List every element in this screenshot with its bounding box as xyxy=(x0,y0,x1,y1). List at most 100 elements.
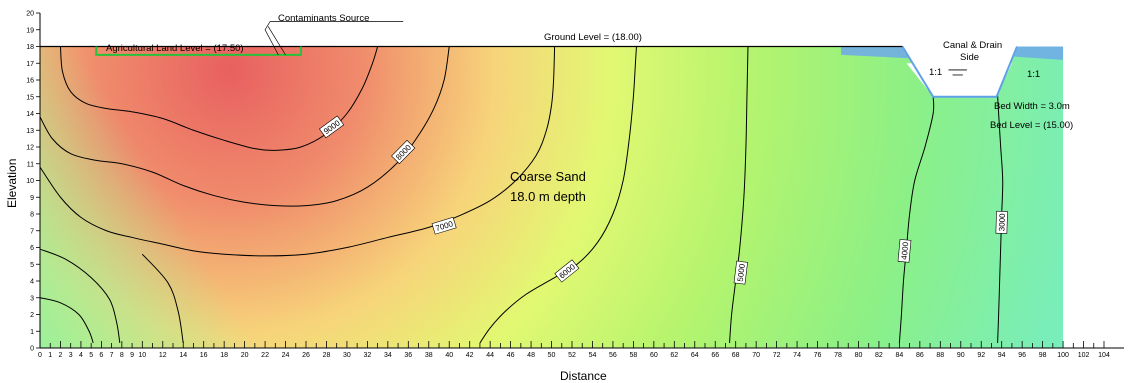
x-tick-label-58: 58 xyxy=(629,352,637,359)
x-tick-label-56: 56 xyxy=(609,352,617,359)
contour-label-text-3000: 3000 xyxy=(997,213,1007,232)
contour-label-7000: 7000 xyxy=(431,216,457,235)
x-tick-label-5: 5 xyxy=(89,352,93,359)
contour-line-7000-7 xyxy=(39,248,121,344)
x-tick-label-90: 90 xyxy=(957,352,965,359)
contour-label-3000: 3000 xyxy=(995,210,1008,234)
x-tick-label-96: 96 xyxy=(1018,352,1026,359)
x-tick-label-98: 98 xyxy=(1039,352,1047,359)
soil-heatmap-shade xyxy=(40,46,1064,348)
slope-right-label: 1:1 xyxy=(1027,69,1040,80)
canal-cross-section xyxy=(40,21,1064,98)
x-axis-title: Distance xyxy=(560,369,607,383)
x-tick-label-6: 6 xyxy=(99,352,103,359)
x-tick-label-60: 60 xyxy=(650,352,658,359)
y-tick-label-19: 19 xyxy=(26,27,34,34)
contour-line-4000-5 xyxy=(898,96,935,344)
y-tick-label-1: 1 xyxy=(30,329,34,336)
x-tick-label-54: 54 xyxy=(589,352,597,359)
ground-level-label: Ground Level = (18.00) xyxy=(544,32,642,43)
x-tick-label-88: 88 xyxy=(936,352,944,359)
contour-label-text-5000: 5000 xyxy=(736,263,747,282)
x-tick-label-74: 74 xyxy=(793,352,801,359)
x-tick-label-92: 92 xyxy=(977,352,985,359)
x-tick-label-4: 4 xyxy=(79,352,83,359)
soil-depth-label: 18.0 m depth xyxy=(510,189,586,204)
x-tick-label-26: 26 xyxy=(302,352,310,359)
x-tick-label-42: 42 xyxy=(466,352,474,359)
x-tick-label-1: 1 xyxy=(48,352,52,359)
source-leader-2 xyxy=(267,26,286,56)
x-tick-label-64: 64 xyxy=(691,352,699,359)
y-tick-label-6: 6 xyxy=(30,245,34,252)
x-tick-label-20: 20 xyxy=(241,352,249,359)
x-tick-label-62: 62 xyxy=(670,352,678,359)
agricultural-level-label: Agricultural Land Level = (17.50) xyxy=(106,43,244,54)
y-tick-label-20: 20 xyxy=(26,11,34,18)
bed-width-label: Bed Width = 3.0m xyxy=(994,101,1070,112)
x-tick-label-80: 80 xyxy=(855,352,863,359)
x-tick-label-66: 66 xyxy=(711,352,719,359)
water-surface-right xyxy=(1013,46,1064,60)
x-tick-label-68: 68 xyxy=(732,352,740,359)
x-tick-label-34: 34 xyxy=(384,352,392,359)
y-tick-label-3: 3 xyxy=(30,295,34,302)
water-surface-left xyxy=(841,46,909,59)
contour-label-text-4000: 4000 xyxy=(900,241,911,260)
x-tick-label-36: 36 xyxy=(404,352,412,359)
x-tick-label-94: 94 xyxy=(998,352,1006,359)
contour-line-6000-8 xyxy=(39,297,94,344)
x-tick-label-48: 48 xyxy=(527,352,535,359)
x-tick-label-28: 28 xyxy=(323,352,331,359)
x-tick-label-38: 38 xyxy=(425,352,433,359)
agricultural-land-bar xyxy=(95,46,302,56)
y-tick-label-9: 9 xyxy=(30,195,34,202)
canal-label-line2: Side xyxy=(960,52,979,63)
x-tick-label-18: 18 xyxy=(220,352,228,359)
x-tick-label-76: 76 xyxy=(814,352,822,359)
x-tick-label-30: 30 xyxy=(343,352,351,359)
x-tick-label-22: 22 xyxy=(261,352,269,359)
x-tick-label-2: 2 xyxy=(59,352,63,359)
y-axis-title: Elevation xyxy=(5,159,19,208)
source-leader xyxy=(264,21,279,56)
contour-line-6000-3 xyxy=(479,46,637,344)
plot-area xyxy=(40,46,1064,348)
x-tick-label-16: 16 xyxy=(200,352,208,359)
x-tick-label-84: 84 xyxy=(895,352,903,359)
y-tick-label-2: 2 xyxy=(30,312,34,319)
contaminants-source-label: Contaminants Source xyxy=(278,13,369,24)
contour-line-9000-0 xyxy=(59,46,379,151)
y-tick-label-8: 8 xyxy=(30,212,34,219)
x-tick-label-86: 86 xyxy=(916,352,924,359)
y-tick-label-10: 10 xyxy=(26,178,34,185)
y-tick-label-5: 5 xyxy=(30,262,34,269)
x-tick-label-40: 40 xyxy=(445,352,453,359)
x-tick-label-46: 46 xyxy=(507,352,515,359)
x-tick-label-3: 3 xyxy=(69,352,73,359)
canal-label-line1: Canal & Drain xyxy=(943,40,1002,51)
contour-line-7000-2 xyxy=(39,46,556,257)
x-tick-label-72: 72 xyxy=(773,352,781,359)
x-tick-label-78: 78 xyxy=(834,352,842,359)
x-tick-label-0: 0 xyxy=(38,352,42,359)
x-tick-label-12: 12 xyxy=(159,352,167,359)
y-tick-label-13: 13 xyxy=(26,128,34,135)
y-tick-label-7: 7 xyxy=(30,228,34,235)
x-tick-label-82: 82 xyxy=(875,352,883,359)
y-tick-label-17: 17 xyxy=(26,61,34,68)
x-tick-label-14: 14 xyxy=(179,352,187,359)
y-tick-label-14: 14 xyxy=(26,111,34,118)
x-tick-label-100: 100 xyxy=(1057,352,1069,359)
contour-line-7000-9 xyxy=(141,253,184,344)
y-tick-label-4: 4 xyxy=(30,279,34,286)
slope-left-label: 1:1 xyxy=(929,67,942,78)
x-tick-label-52: 52 xyxy=(568,352,576,359)
x-tick-label-24: 24 xyxy=(282,352,290,359)
x-tick-label-8: 8 xyxy=(120,352,124,359)
x-tick-label-9: 9 xyxy=(130,352,134,359)
x-tick-label-10: 10 xyxy=(138,352,146,359)
contour-label-5000: 5000 xyxy=(733,260,748,285)
x-tick-label-44: 44 xyxy=(486,352,494,359)
